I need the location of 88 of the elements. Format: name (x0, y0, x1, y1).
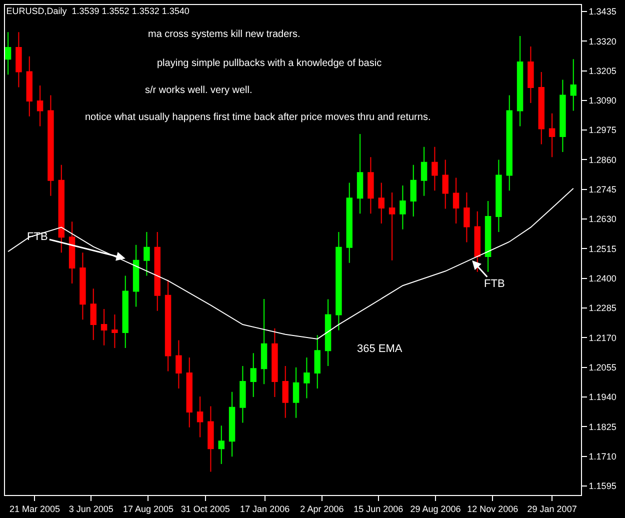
candlestick (58, 164, 64, 254)
candlestick (400, 185, 406, 230)
candlestick (420, 146, 428, 196)
candlestick (272, 328, 278, 398)
line-series (8, 188, 574, 340)
candlestick (36, 84, 44, 127)
candlestick (154, 231, 160, 312)
candlestick (452, 177, 460, 224)
candlestick (548, 112, 556, 158)
y-tick-label: 1.1940 (588, 392, 616, 402)
candlestick (196, 396, 204, 438)
candlestick (388, 192, 396, 261)
candlestick (68, 221, 76, 284)
x-tick-label: 12 Nov 2006 (467, 504, 518, 514)
y-tick-label: 1.2055 (588, 362, 616, 372)
candlestick (304, 357, 310, 399)
candlestick (26, 56, 32, 117)
y-tick-label: 1.3090 (588, 96, 616, 106)
x-tick-label: 29 Jan 2007 (527, 504, 577, 514)
x-tick-label: 15 Jun 2006 (354, 504, 404, 514)
y-tick-label: 1.1825 (588, 422, 616, 432)
x-tick-label: 21 Mar 2005 (9, 504, 60, 514)
candlestick (336, 231, 342, 331)
candlestick (324, 298, 332, 367)
x-tick-label: 3 Jun 2005 (68, 504, 114, 514)
y-tick-label: 1.2860 (588, 154, 616, 165)
chart-title: EURUSD,Daily 1.3539 1.3552 1.3532 1.3540 (6, 6, 190, 16)
candlestick (5, 32, 12, 76)
candlestick (464, 192, 470, 243)
annotation: FTB (484, 278, 505, 290)
candlestick (560, 79, 566, 152)
candlestick (496, 159, 502, 232)
candlestick (410, 164, 416, 217)
candlestick (282, 366, 288, 418)
text: 365 EMA (357, 343, 403, 355)
annotation: notice what usually happens first time back after price moves thru and returns. (85, 112, 431, 123)
candlestick (100, 308, 108, 346)
candlestick (516, 35, 524, 127)
candlestick (432, 146, 438, 192)
y-tick-label: 1.2170 (588, 332, 616, 343)
candlestick (80, 252, 86, 320)
candlestick (144, 231, 150, 276)
x-tick-label: 31 Oct 2005 (180, 504, 230, 514)
y-tick-label: 1.2285 (588, 303, 616, 314)
x-tick-label: 17 Aug 2005 (122, 504, 174, 514)
candlestick (528, 46, 534, 104)
y-tick-label: 1.2975 (588, 125, 616, 136)
candlestick (356, 133, 364, 214)
y-tick-label: 1.2400 (588, 274, 616, 284)
y-tick-label: 1.3205 (588, 66, 616, 76)
candlestick (292, 366, 300, 418)
candlestick (48, 94, 54, 196)
candlestick (260, 298, 268, 385)
candlestick (218, 425, 224, 465)
candlestick (112, 314, 118, 348)
candlestick (176, 340, 182, 389)
candlestick (250, 352, 256, 398)
candlestick (368, 156, 374, 214)
y-tick-label: 1.1595 (588, 481, 616, 492)
candlestick (208, 406, 214, 472)
candlestick (186, 357, 192, 428)
candlestick (484, 200, 492, 272)
candlestick (240, 366, 246, 424)
y-tick-label: 1.2515 (588, 244, 616, 254)
x-tick-label: 29 Aug 2006 (410, 504, 461, 514)
candlestick (164, 279, 172, 372)
candlestick (122, 275, 128, 348)
y-tick-label: 1.3320 (588, 36, 616, 46)
y-tick-label: 1.2745 (588, 184, 616, 195)
candlestick (570, 58, 576, 112)
x-tick-label: 2 Apr 2006 (300, 504, 344, 514)
y-tick-label: 1.1710 (588, 451, 616, 462)
y-tick-label: 1.2630 (588, 214, 616, 224)
candlestick (90, 288, 96, 341)
candlestick (506, 94, 512, 192)
annotation: s/r works well. very well. (145, 85, 252, 96)
y-tick-label: 1.3435 (588, 6, 616, 17)
x-tick-label: 17 Jan 2006 (240, 504, 290, 514)
candlestick (132, 244, 140, 308)
candlestick (538, 72, 544, 145)
candlestick (442, 159, 448, 210)
annotation: ma cross systems kill new traders. (148, 29, 300, 40)
candlestick (16, 32, 22, 88)
candlestick (346, 182, 352, 264)
candlestick (228, 391, 236, 458)
candlestick (314, 334, 320, 389)
annotation: playing simple pullbacks with a knowledge of basic (157, 58, 382, 69)
candlestick (378, 182, 384, 224)
